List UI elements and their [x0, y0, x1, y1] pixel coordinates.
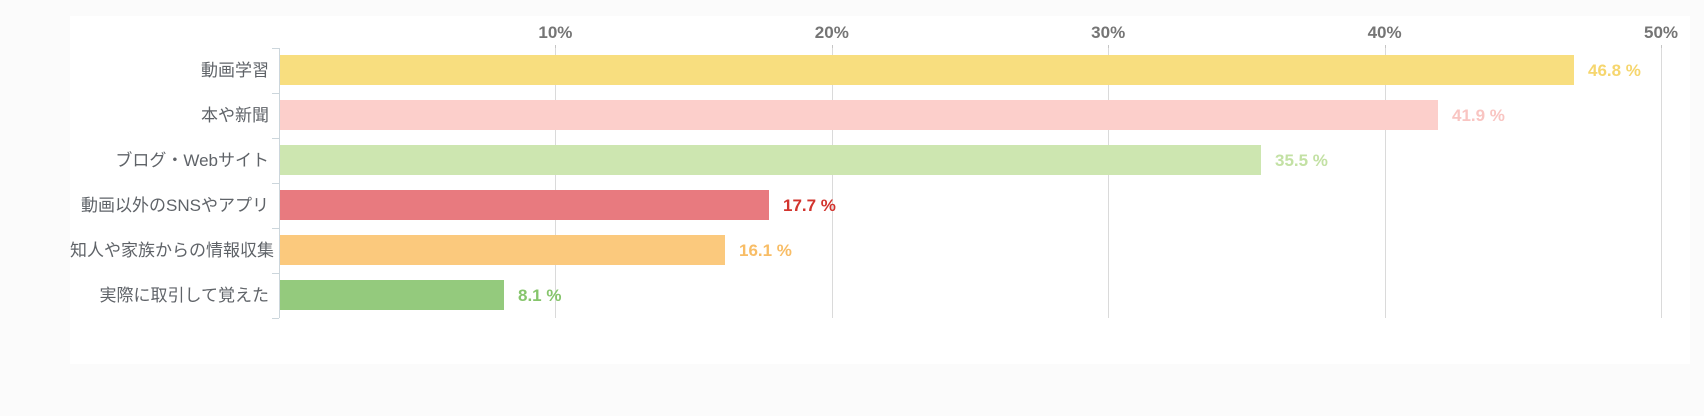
y-axis-tick — [272, 183, 279, 184]
y-axis-tick — [272, 318, 279, 319]
y-axis-tick — [272, 138, 279, 139]
category-label: 知人や家族からの情報収集 — [70, 241, 274, 260]
bar — [280, 145, 1261, 175]
category-label: ブログ・Webサイト — [115, 151, 269, 170]
y-axis-line — [279, 48, 280, 318]
category-label: 動画学習 — [201, 61, 269, 80]
value-label: 8.1 % — [518, 286, 562, 305]
value-label: 41.9 % — [1452, 106, 1505, 125]
value-label: 16.1 % — [739, 241, 792, 260]
gridline — [1108, 48, 1110, 318]
bar — [280, 190, 769, 220]
bar — [280, 55, 1574, 85]
category-label: 動画以外のSNSやアプリ — [81, 196, 269, 215]
x-axis-label: 20% — [814, 23, 849, 42]
x-axis-label: 10% — [538, 23, 573, 42]
value-label: 17.7 % — [783, 196, 836, 215]
x-axis-label: 30% — [1091, 23, 1126, 42]
gridline — [1661, 48, 1662, 318]
y-axis-tick — [272, 48, 279, 49]
gridline — [555, 48, 557, 318]
category-label: 実際に取引して覚えた — [99, 286, 270, 305]
bar — [280, 235, 725, 265]
bar-chart: 10% 20% 30% 40% 50% 動画学習 46.8 % 本や新聞 41.9 % ブログ・… — [70, 16, 1690, 364]
x-axis-label: 50% — [1643, 23, 1679, 42]
bar — [280, 100, 1438, 130]
bar — [280, 280, 504, 310]
gridline — [1384, 48, 1386, 318]
y-axis-tick — [272, 93, 279, 94]
y-axis-tick — [272, 228, 279, 229]
x-axis-label: 40% — [1367, 23, 1402, 42]
category-label: 本や新聞 — [201, 106, 269, 125]
value-label: 46.8 % — [1588, 61, 1641, 80]
chart-card: 10% 20% 30% 40% 50% 動画学習 46.8 % 本や新聞 41.9 % ブログ・… — [70, 16, 1690, 364]
gridline — [831, 48, 833, 318]
value-label: 35.5 % — [1275, 151, 1328, 170]
y-axis-tick — [272, 273, 279, 274]
